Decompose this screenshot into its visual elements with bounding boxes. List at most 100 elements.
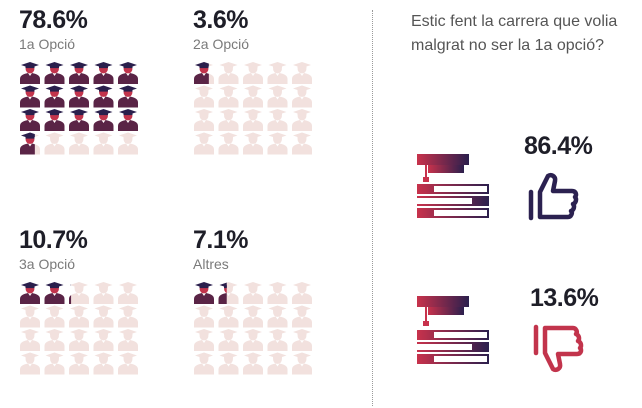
group-label: 3a Opció	[19, 256, 76, 272]
person-icon	[292, 329, 312, 351]
grid-svg	[20, 62, 138, 155]
person-icon	[20, 132, 40, 155]
person-icon	[292, 62, 312, 84]
person-icon	[44, 329, 65, 351]
group-label: 1a Opció	[19, 36, 76, 52]
person-icon	[44, 305, 65, 328]
group-2a-opcio: 3.6% 2a Opció	[193, 6, 343, 155]
person-icon	[243, 305, 263, 328]
person-icon	[194, 85, 214, 108]
person-icon	[118, 282, 138, 304]
person-icon	[218, 62, 239, 84]
person-icon	[218, 352, 239, 375]
person-icon	[118, 109, 138, 131]
person-icon	[267, 132, 288, 155]
group-1a-opcio: 78.6% 1a Opció	[19, 6, 169, 155]
answer-yes-percent: 86.4%	[524, 132, 593, 160]
person-icon	[20, 62, 40, 84]
person-icon	[44, 109, 65, 131]
books-cap-icon	[417, 296, 489, 364]
icon-grid	[19, 282, 149, 402]
person-icon	[44, 352, 65, 375]
person-icon	[20, 305, 40, 328]
person-icon	[243, 329, 263, 351]
person-icon	[93, 109, 114, 131]
person-icon	[118, 305, 138, 328]
group-label: 2a Opció	[193, 36, 250, 52]
person-icon	[243, 85, 263, 108]
person-icon	[292, 352, 312, 375]
grid-svg	[194, 62, 312, 155]
person-icon	[292, 305, 312, 328]
person-icon	[292, 85, 312, 108]
person-icon	[69, 305, 89, 328]
person-icon	[267, 62, 288, 84]
person-icon	[69, 329, 89, 351]
icon-grid	[193, 62, 323, 182]
person-icon	[267, 109, 288, 131]
person-icon	[44, 282, 65, 304]
person-icon	[93, 329, 114, 351]
person-icon	[20, 109, 40, 131]
person-icon	[69, 352, 89, 375]
person-icon	[118, 62, 138, 84]
person-icon	[93, 282, 114, 304]
dotted-divider	[372, 10, 373, 406]
group-altres: 7.1% Altres	[193, 226, 343, 375]
person-icon	[267, 352, 288, 375]
person-icon	[20, 352, 40, 375]
person-icon	[218, 109, 239, 131]
group-percent: 7.1%	[193, 226, 248, 254]
question-text: Estic fent la carrera que volia malgrat …	[411, 13, 618, 54]
person-icon	[44, 132, 65, 155]
person-icon	[44, 62, 65, 84]
group-percent: 10.7%	[19, 226, 88, 254]
person-icon	[243, 132, 263, 155]
person-icon	[69, 85, 89, 108]
person-icon	[218, 329, 239, 351]
thumbs-up-icon	[528, 172, 579, 221]
person-icon	[93, 85, 114, 108]
person-icon	[20, 329, 40, 351]
person-icon	[69, 62, 89, 84]
person-icon	[118, 329, 138, 351]
person-icon	[243, 282, 263, 304]
person-icon	[93, 132, 114, 155]
person-icon	[20, 282, 40, 304]
person-icon	[93, 62, 114, 84]
person-icon	[69, 282, 89, 304]
person-icon	[243, 352, 263, 375]
person-icon	[194, 352, 214, 375]
group-percent: 78.6%	[19, 6, 88, 34]
group-3a-opcio: 10.7% 3a Opció	[19, 226, 169, 375]
person-icon	[44, 85, 65, 108]
person-icon	[267, 282, 288, 304]
person-icon	[20, 85, 40, 108]
person-icon	[267, 85, 288, 108]
person-icon	[93, 352, 114, 375]
person-icon	[243, 109, 263, 131]
person-icon	[118, 352, 138, 375]
person-icon	[292, 132, 312, 155]
person-icon	[267, 329, 288, 351]
person-icon	[69, 109, 89, 131]
answer-no-percent: 13.6%	[530, 284, 599, 312]
group-label: Altres	[193, 256, 229, 272]
grid-svg	[20, 282, 138, 375]
person-icon	[194, 329, 214, 351]
person-icon	[194, 282, 214, 304]
person-icon	[194, 305, 214, 328]
person-icon	[194, 132, 214, 155]
person-icon	[118, 132, 138, 155]
person-icon	[292, 109, 312, 131]
person-icon	[93, 305, 114, 328]
thumbs-down-icon	[533, 324, 584, 373]
group-percent: 3.6%	[193, 6, 248, 34]
icon-grid	[19, 62, 149, 182]
books-cap-icon	[417, 154, 489, 218]
person-icon	[218, 282, 239, 304]
person-icon	[218, 85, 239, 108]
person-icon	[267, 305, 288, 328]
person-icon	[218, 305, 239, 328]
grid-svg	[194, 282, 312, 375]
